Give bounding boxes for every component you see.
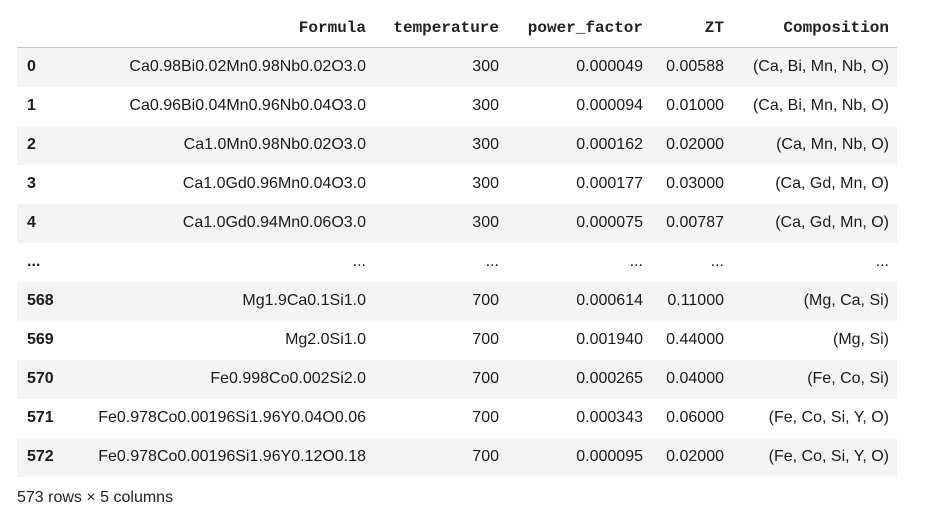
header-temperature: temperature [374,8,507,48]
table-row: 4 Ca1.0Gd0.94Mn0.06O3.0 300 0.000075 0.00787… [17,203,897,243]
cell-composition: (Ca, Mn, Nb, O) [776,136,889,153]
cell-zt: ... [710,253,724,270]
cell-power-factor: ... [629,253,643,270]
cell-composition: (Fe, Co, Si, Y, O) [768,409,889,426]
row-index: 2 [27,136,36,153]
cell-zt: 0.03000 [666,175,724,192]
table-row: 2 Ca1.0Mn0.98Nb0.02O3.0 300 0.000162 0.02000… [17,125,897,165]
cell-temperature: 300 [472,214,499,231]
cell-formula: Fe0.998Co0.002Si2.0 [210,370,366,387]
row-index: 572 [27,448,54,465]
cell-composition: (Fe, Co, Si) [807,370,889,387]
cell-zt: 0.11000 [667,292,724,309]
table-row: 1 Ca0.96Bi0.04Mn0.96Nb0.04O3.0 300 0.000094… [17,86,897,126]
cell-power-factor: 0.000094 [576,97,643,114]
table-row: 569 Mg2.0Si1.0 700 0.001940 0.44000 (Mg, Si) [17,320,897,360]
cell-composition: (Mg, Ca, Si) [803,292,889,309]
cell-formula: Fe0.978Co0.00196Si1.96Y0.04O0.06 [98,409,366,426]
row-index: 571 [27,409,54,426]
header-power-factor: power_factor [507,8,651,48]
cell-power-factor: 0.000177 [576,175,643,192]
dataframe-table: Formula temperature power_factor ZT Comp… [17,8,897,477]
cell-zt: 0.44000 [666,331,724,348]
header-formula: Formula [69,8,374,48]
cell-composition: (Ca, Gd, Mn, O) [775,214,889,231]
cell-composition: (Ca, Bi, Mn, Nb, O) [752,58,889,76]
cell-temperature: 300 [472,97,499,114]
table-row: 570 Fe0.998Co0.002Si2.0 700 0.000265 0.04000… [17,359,897,399]
cell-temperature: 700 [472,331,499,348]
cell-zt: 0.00787 [666,214,724,231]
table-body: 0 Ca0.98Bi0.02Mn0.98Nb0.02O3.0 300 0.000049… [17,47,897,477]
table-header: Formula temperature power_factor ZT Comp… [17,8,897,48]
cell-temperature: 700 [472,448,499,465]
row-index: 0 [27,58,36,76]
cell-zt: 0.01000 [666,97,724,114]
row-index: 4 [27,214,36,231]
cell-temperature: 300 [472,175,499,192]
table-row: 3 Ca1.0Gd0.96Mn0.04O3.0 300 0.000177 0.03000… [17,164,897,204]
row-index: 3 [27,175,36,192]
cell-formula: ... [352,253,366,270]
cell-power-factor: 0.000049 [576,58,643,76]
table-row: 571 Fe0.978Co0.00196Si1.96Y0.04O0.06 700 0.… [17,398,897,438]
table-row: 568 Mg1.9Ca0.1Si1.0 700 0.000614 0.11000 (Mg,… [17,281,897,321]
header-zt: ZT [651,8,732,48]
cell-zt: 0.02000 [666,448,724,465]
cell-temperature: 300 [472,58,499,76]
row-index: 1 [27,97,36,114]
cell-composition: (Ca, Gd, Mn, O) [775,175,889,192]
cell-formula: Ca1.0Mn0.98Nb0.02O3.0 [183,136,366,153]
cell-zt: 0.02000 [666,136,724,153]
cell-formula: Ca1.0Gd0.96Mn0.04O3.0 [182,175,366,192]
cell-temperature: 700 [472,370,499,387]
cell-power-factor: 0.001940 [576,331,643,348]
cell-formula: Fe0.978Co0.00196Si1.96Y0.12O0.18 [98,448,366,465]
row-index: ... [27,253,41,270]
cell-composition: ... [875,253,889,270]
cell-temperature: 700 [472,409,499,426]
cell-composition: (Ca, Bi, Mn, Nb, O) [752,97,889,114]
dataframe-output: Formula temperature power_factor ZT Comp… [17,8,897,477]
cell-formula: Ca1.0Gd0.94Mn0.06O3.0 [182,214,366,231]
cell-formula: Ca0.98Bi0.02Mn0.98Nb0.02O3.0 [129,58,366,76]
header-index [17,8,69,48]
cell-zt: 0.04000 [666,370,724,387]
cell-temperature: ... [485,253,499,270]
cell-power-factor: 0.000162 [576,136,643,153]
cell-power-factor: 0.000075 [576,214,643,231]
row-count-summary: 573 rows × 5 columns [17,489,174,506]
header-row: Formula temperature power_factor ZT Comp… [17,8,897,48]
table-row: 0 Ca0.98Bi0.02Mn0.98Nb0.02O3.0 300 0.000049… [17,47,897,87]
cell-formula: Mg1.9Ca0.1Si1.0 [242,292,366,309]
cell-temperature: 700 [472,292,499,309]
cell-power-factor: 0.000343 [576,409,643,426]
cell-composition: (Mg, Si) [833,331,889,348]
cell-power-factor: 0.000265 [576,370,643,387]
cell-zt: 0.06000 [666,409,724,426]
row-index: 568 [27,292,54,309]
header-composition: Composition [732,8,897,48]
table-row: .................. [17,242,897,282]
cell-composition: (Fe, Co, Si, Y, O) [768,448,889,465]
row-index: 569 [27,331,54,348]
cell-temperature: 300 [472,136,499,153]
row-index: 570 [27,370,54,387]
cell-zt: 0.00588 [666,58,724,76]
cell-formula: Mg2.0Si1.0 [285,331,366,348]
cell-power-factor: 0.000614 [576,292,643,309]
cell-formula: Ca0.96Bi0.04Mn0.96Nb0.04O3.0 [129,97,366,114]
table-row: 572 Fe0.978Co0.00196Si1.96Y0.12O0.18 700 0.… [17,437,897,477]
cell-power-factor: 0.000095 [576,448,643,465]
